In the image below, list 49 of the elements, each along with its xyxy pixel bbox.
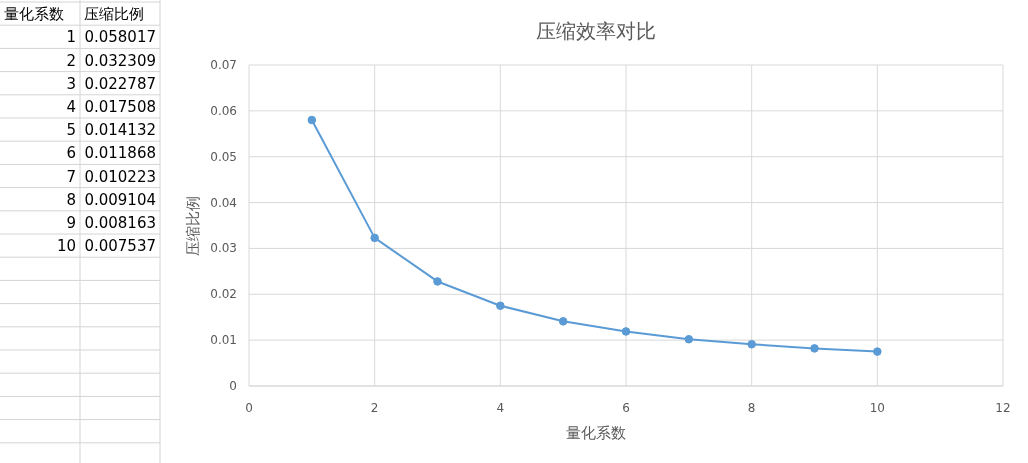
- point: [496, 301, 505, 311]
- y-axis-title: 压缩比例: [184, 195, 202, 256]
- x-tick-label: 12: [995, 401, 1011, 415]
- y-tick-label: 9: [66, 214, 76, 232]
- y-tick-label: 0.07: [210, 58, 237, 72]
- y-tick-label: 10: [56, 237, 76, 256]
- data-label: 0.058017: [84, 28, 156, 47]
- y-tick-label: 6: [66, 144, 76, 163]
- point: [747, 339, 756, 349]
- y-tick-label: 0.06: [210, 103, 237, 118]
- y-tick-label: 0.02: [210, 287, 237, 302]
- data-label: 0.017508: [84, 98, 156, 116]
- y-tick-label: 0: [229, 379, 237, 393]
- x-tick-label: 4: [496, 401, 505, 415]
- point: [558, 317, 568, 326]
- point: [307, 115, 317, 125]
- data-label: 0.014132: [84, 121, 156, 140]
- x-tick-label: 0: [245, 401, 253, 415]
- y-tick-label: 0.03: [210, 241, 237, 256]
- data-label: 0.010223: [84, 167, 156, 186]
- y-tick-label: 0.05: [210, 149, 237, 164]
- point: [873, 347, 882, 356]
- y-tick-label: 1: [66, 28, 76, 47]
- y-tick-label: 5: [66, 121, 76, 140]
- data-label: 0.007537: [84, 237, 156, 256]
- y-tick-label: 0.04: [210, 195, 237, 210]
- data-label: 0.011868: [84, 144, 156, 163]
- point: [621, 327, 631, 336]
- point: [370, 233, 379, 243]
- y-tick-label: 2: [66, 51, 76, 70]
- y-tick-label: 7: [66, 167, 76, 186]
- x-axis-title: 量化系数: [566, 424, 626, 442]
- x-tick-label: 8: [747, 401, 756, 415]
- x-tick-label: 10: [869, 401, 885, 415]
- y-tick-label: 3: [66, 74, 76, 93]
- data-label: 0.022787: [84, 74, 156, 93]
- point: [433, 277, 442, 286]
- y-tick-label: 4: [66, 98, 76, 116]
- y-tick-label: 0.01: [210, 333, 237, 348]
- data-label: 0.008163: [84, 214, 156, 232]
- data-label: 0.009104: [84, 190, 156, 209]
- x-tick-label: 6: [622, 401, 630, 415]
- x-tick-label: 2: [370, 401, 379, 415]
- y-tick-label: 8: [66, 190, 76, 209]
- data-label: 0.032309: [84, 51, 156, 70]
- chart-title: 压缩效率对比: [536, 19, 656, 43]
- text: 量化系数: [4, 5, 64, 24]
- point: [684, 334, 694, 344]
- point: [810, 344, 819, 353]
